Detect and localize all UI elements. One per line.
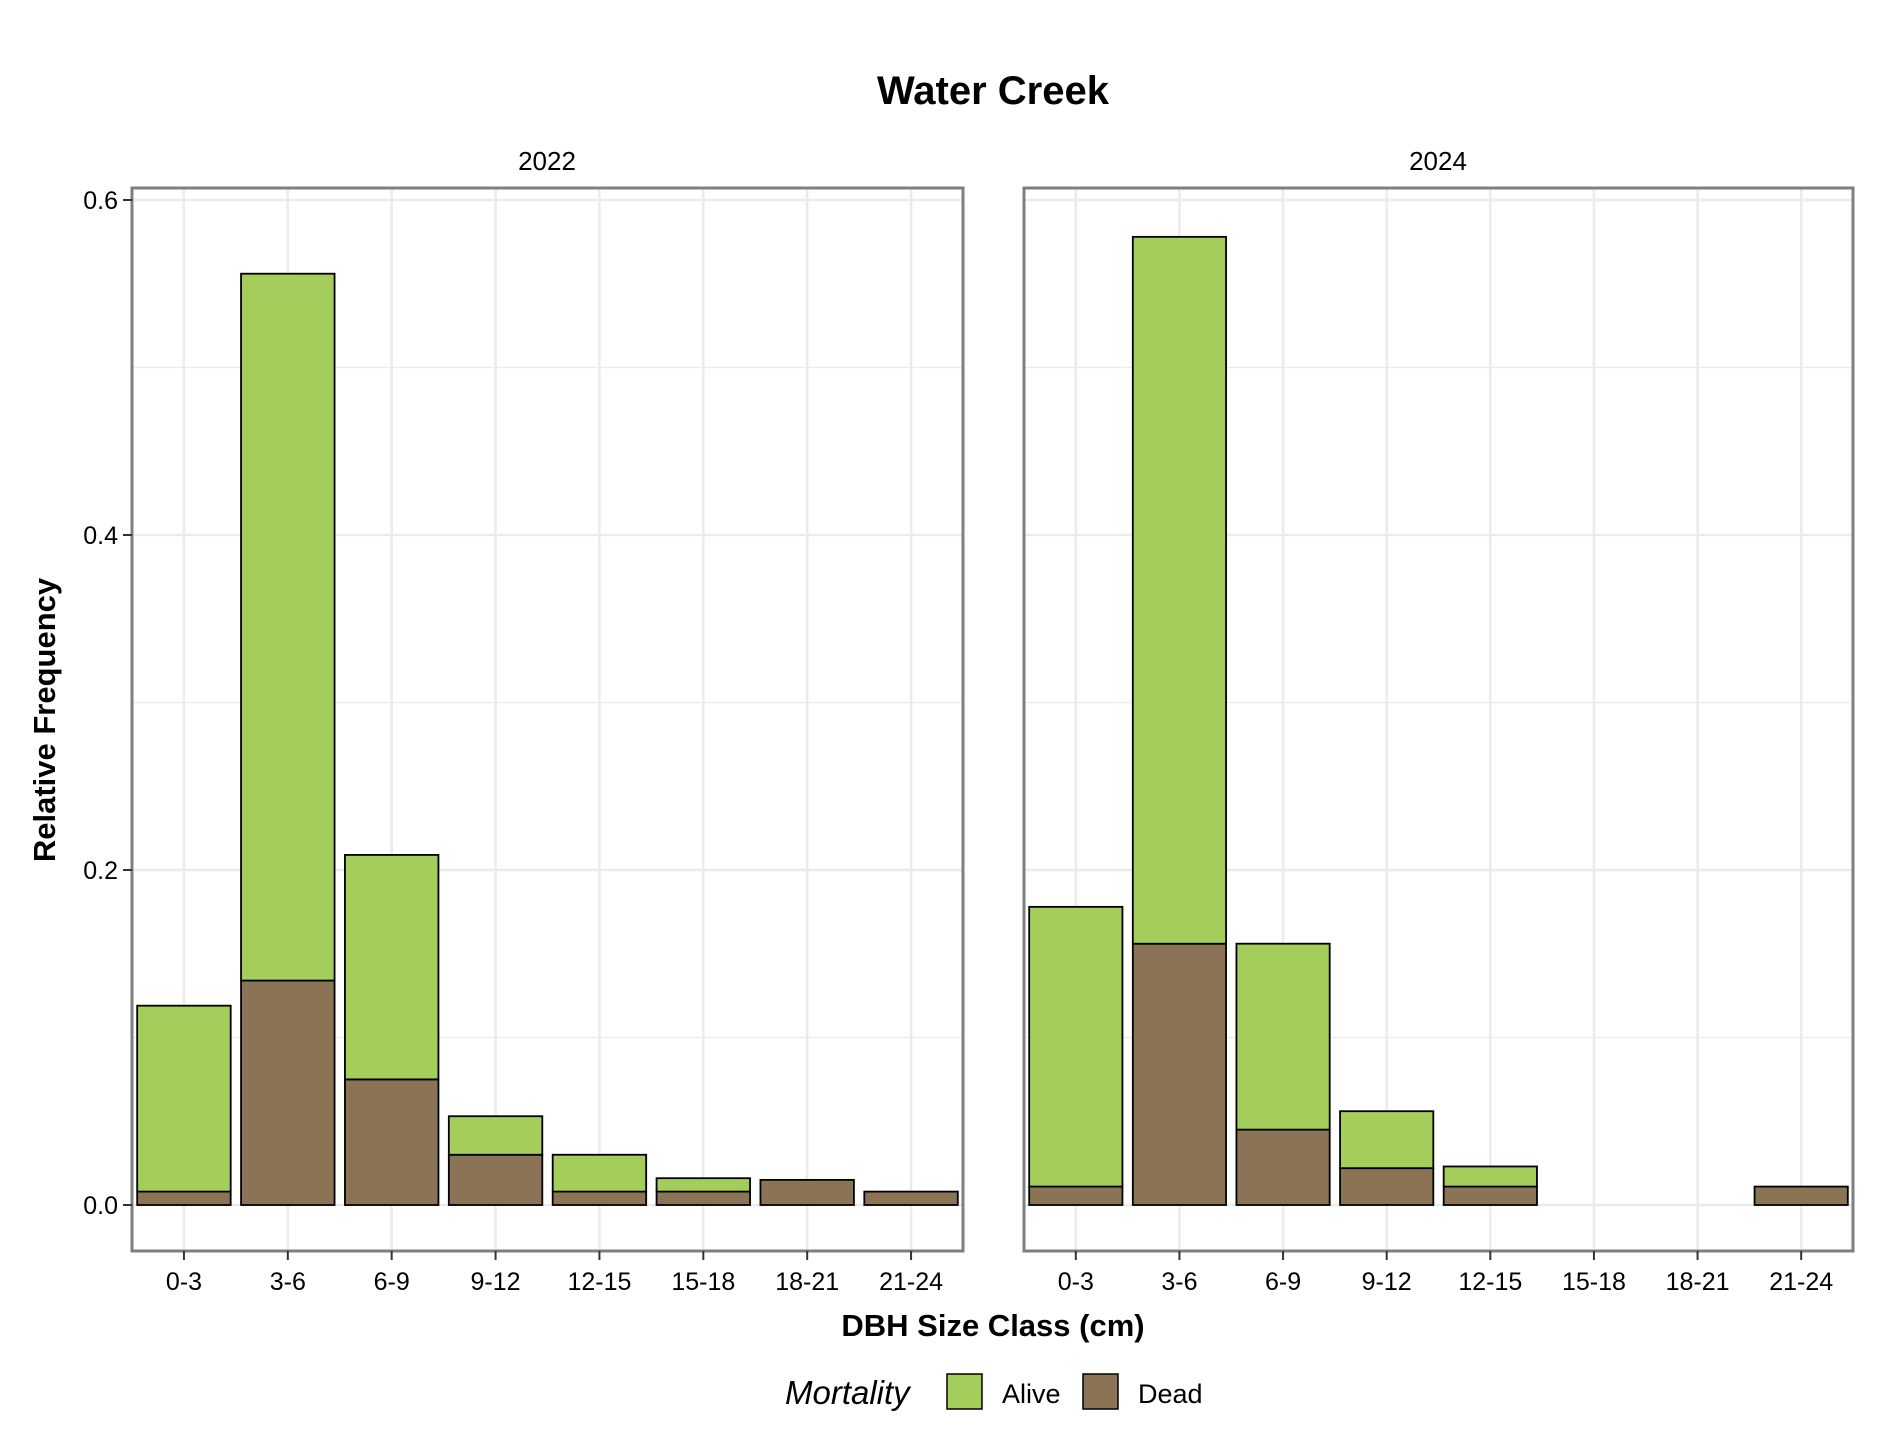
- y-axis-title: Relative Frequency: [27, 577, 62, 862]
- bar-alive-6-9: [344, 854, 440, 1081]
- legend-swatch-dead: [1082, 1373, 1119, 1410]
- bar-alive-0-3: [136, 1004, 232, 1193]
- bar-alive-12-15: [551, 1153, 648, 1193]
- legend-title: Mortality: [785, 1374, 912, 1411]
- legend-swatch-alive: [946, 1373, 983, 1410]
- bar-alive-3-6: [1131, 235, 1227, 945]
- x-tick-label: 6-9: [1265, 1268, 1301, 1296]
- bar-dead-9-12: [447, 1153, 544, 1206]
- y-tick-label: 0.0: [83, 1192, 118, 1220]
- bar-dead-0-3: [136, 1190, 232, 1206]
- bar-alive-6-9: [1235, 942, 1331, 1131]
- panel-2022: 2022 0-3 3-6 6-9 9-12 12-15 15-18 18-21 21-24 0…: [83, 146, 965, 1296]
- bar-dead-15-18: [655, 1190, 751, 1206]
- x-tick-label: 21-24: [1769, 1268, 1833, 1296]
- x-axis-title: DBH Size Class (cm): [841, 1308, 1144, 1343]
- y-axis-ticks: 0.0 0.2 0.4 0.6: [83, 187, 132, 1220]
- x-tick-label: 18-21: [775, 1268, 839, 1296]
- x-tick-label: 0-3: [166, 1268, 202, 1296]
- bar-alive-9-12: [1339, 1110, 1435, 1170]
- legend-label-alive: Alive: [1002, 1379, 1061, 1409]
- x-tick-label: 0-3: [1058, 1268, 1094, 1296]
- x-tick-label: 12-15: [567, 1268, 631, 1296]
- x-tick-label: 12-15: [1458, 1268, 1522, 1296]
- x-tick-label: 15-18: [671, 1268, 735, 1296]
- bar-dead-0-3: [1028, 1185, 1124, 1206]
- y-tick-label: 0.6: [83, 187, 118, 215]
- panel-label-2024: 2024: [1409, 146, 1467, 176]
- y-tick-label: 0.2: [83, 857, 118, 885]
- x-tick-label: 21-24: [879, 1268, 943, 1296]
- bar-dead-6-9: [1235, 1128, 1331, 1206]
- x-tick-label: 3-6: [270, 1268, 306, 1296]
- bar-alive-0-3: [1028, 905, 1124, 1188]
- panel-2022-x-ticks: 0-3 3-6 6-9 9-12 12-15 15-18 18-21 21-24: [166, 1251, 943, 1296]
- y-tick-label: 0.4: [83, 522, 118, 550]
- panel-2024-x-ticks: 0-3 3-6 6-9 9-12 12-15 15-18 18-21 21-24: [1058, 1251, 1833, 1296]
- x-tick-label: 9-12: [1362, 1268, 1412, 1296]
- panel-2022-bars: [136, 272, 959, 1206]
- panel-2024-bars: [1028, 235, 1849, 1206]
- panel-label-2022: 2022: [518, 146, 576, 176]
- bar-dead-18-21: [759, 1178, 855, 1206]
- x-tick-label: 15-18: [1562, 1268, 1626, 1296]
- panel-2024-border: [1022, 186, 1855, 1253]
- bar-dead-6-9: [344, 1078, 440, 1206]
- x-tick-label: 6-9: [374, 1268, 410, 1296]
- legend-label-dead: Dead: [1138, 1379, 1203, 1409]
- x-tick-label: 18-21: [1666, 1268, 1730, 1296]
- bar-dead-12-15: [551, 1190, 648, 1206]
- bar-alive-9-12: [447, 1115, 544, 1156]
- bar-dead-21-24: [863, 1190, 959, 1206]
- bar-alive-15-18: [655, 1177, 751, 1193]
- panel-2024: 2024 0-3 3-6 6-9 9-12 12-15 15-18 18-21 21-24: [1022, 146, 1855, 1296]
- legend: Mortality Alive Dead: [785, 1373, 1203, 1411]
- x-tick-label: 9-12: [471, 1268, 521, 1296]
- bar-alive-3-6: [240, 272, 336, 982]
- bar-alive-12-15: [1442, 1165, 1538, 1188]
- bar-dead-3-6: [240, 979, 336, 1206]
- chart-title: Water Creek: [877, 69, 1110, 113]
- x-tick-label: 3-6: [1161, 1268, 1197, 1296]
- bar-dead-12-15: [1442, 1185, 1538, 1206]
- bar-dead-21-24: [1753, 1185, 1849, 1206]
- bar-dead-3-6: [1131, 942, 1227, 1206]
- panel-2022-border: [130, 186, 965, 1253]
- bar-dead-9-12: [1339, 1167, 1435, 1206]
